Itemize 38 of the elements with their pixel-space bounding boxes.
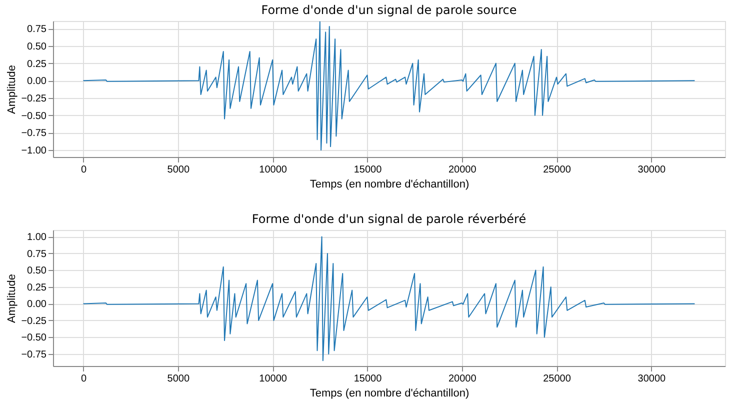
x-tick-label: 25000: [543, 374, 572, 384]
y-tick-label: −0.50: [21, 110, 47, 122]
x-tick-label: 30000: [638, 164, 666, 176]
y-tick-label: 1.00: [27, 232, 47, 244]
y-tick-label: 0.50: [27, 266, 47, 277]
x-tick-label: 10000: [259, 164, 288, 176]
x-tick-label: 5000: [167, 374, 190, 384]
y-axis-title: Amplitude: [6, 65, 18, 114]
y-tick-label: 0.25: [27, 58, 47, 70]
y-tick-label: −0.25: [21, 94, 47, 105]
x-tick-label: 30000: [638, 374, 666, 384]
y-tick-label: 0.75: [27, 248, 47, 260]
x-tick-label: 25000: [543, 164, 572, 176]
x-tick-label: 5000: [167, 164, 190, 176]
y-tick-label: −1.00: [21, 146, 47, 157]
x-tick-label: 15000: [354, 374, 382, 384]
chart-title: Forme d'onde d'un signal de parole réverbéré: [252, 212, 526, 226]
x-axis-title: Temps (en nombre d'échantillon): [310, 178, 470, 190]
x-tick-label: 0: [81, 374, 88, 384]
y-tick-label: −0.75: [21, 128, 47, 140]
x-tick-label: 20000: [448, 374, 477, 384]
x-tick-label: 0: [81, 164, 88, 176]
y-tick-label: −0.25: [21, 316, 47, 327]
y-tick-label: 0.25: [27, 282, 47, 294]
y-tick-label: −0.75: [21, 349, 47, 360]
y-axis-title: Amplitude: [6, 274, 18, 323]
x-axis-title: Temps (en nombre d'échantillon): [310, 388, 470, 400]
line-series: [82, 21, 696, 151]
y-tick-label: 0.00: [27, 299, 47, 310]
x-tick-label: 10000: [259, 374, 288, 384]
x-tick-label: 15000: [354, 164, 382, 176]
line-series: [82, 236, 696, 362]
y-tick-label: −0.50: [21, 332, 47, 344]
x-tick-label: 20000: [448, 164, 477, 176]
y-tick-label: 0.00: [27, 76, 47, 88]
chart-title: Forme d'onde d'un signal de parole source: [261, 3, 517, 17]
y-tick-label: 0.50: [27, 41, 47, 52]
y-tick-label: 0.75: [27, 24, 47, 36]
